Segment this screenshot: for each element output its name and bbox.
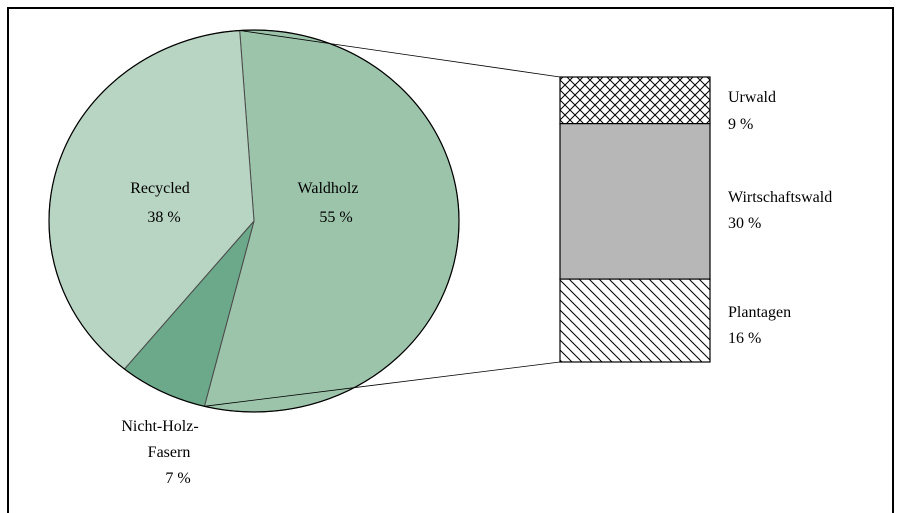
pie-label-nicht-holz-name-1: Nicht-Holz- [121,418,198,435]
pie-label-waldholz-value: 55 % [319,209,352,226]
pie-group [48,29,460,413]
bar-label-urwald-name: Urwald [728,89,776,106]
chart-frame [7,7,894,513]
pie-label-recycled-name: Recycled [130,180,190,197]
pie-outline [48,29,460,413]
bar-segment-wirtschaftswald [559,123,711,280]
bar-label-urwald-value: 9 % [728,116,753,133]
bar-label-wirtschaftswald-name: Wirtschaftswald [728,189,832,206]
pie-label-recycled-value: 38 % [147,209,180,226]
pie-label-waldholz-name: Waldholz [298,180,359,197]
pie-label-nicht-holz-name-2: Fasern [148,444,191,461]
bar-segment-plantagen [559,278,711,363]
bar-label-plantagen-value: 16 % [728,330,761,347]
stacked-bar-group [559,76,711,363]
pie-label-nicht-holz-value: 7 % [165,470,190,487]
label-group: Waldholz 55 % Recycled 38 % Nicht-Holz- Faser… [121,89,832,487]
connector-lines [204,30,561,407]
connector-line-bottom [204,361,561,407]
bar-label-wirtschaftswald-value: 30 % [728,215,761,232]
bar-label-plantagen-name: Plantagen [728,304,791,321]
connector-line-top [239,30,561,78]
bar-segment-urwald [559,76,711,125]
